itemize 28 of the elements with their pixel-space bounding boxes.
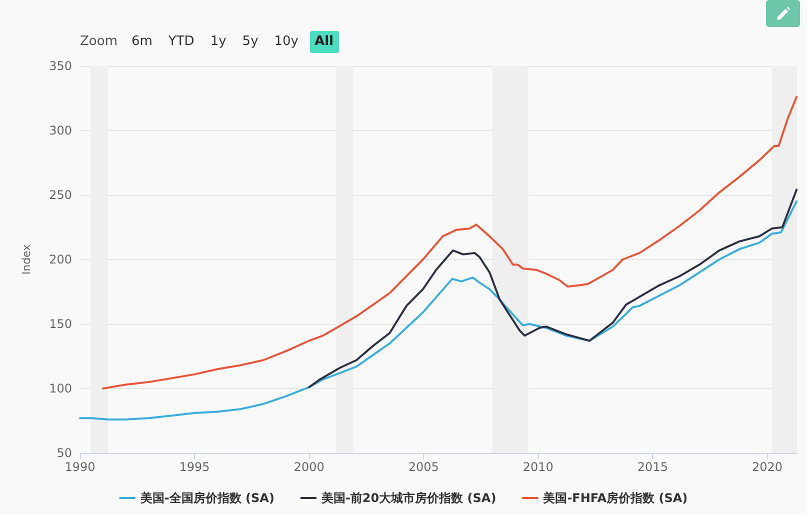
text: All	[310, 31, 338, 53]
text: 5y	[241, 33, 260, 51]
text: YTD	[167, 33, 196, 51]
y-tick-label: 50	[56, 446, 72, 460]
y-tick-label: 100	[49, 382, 72, 396]
text: 1y	[209, 33, 228, 51]
y-axis-title: Index	[20, 244, 33, 275]
legend-label: 美国-FHFA房价指数 (SA)	[542, 491, 688, 505]
x-tick-label: 1995	[179, 460, 210, 474]
x-tick-label: 2005	[408, 460, 439, 474]
legend-label: 美国-全国房价指数 (SA)	[139, 491, 274, 505]
y-tick-label: 350	[49, 59, 72, 73]
x-tick-label: 2000	[294, 460, 324, 474]
line-series	[102, 96, 798, 390]
line-series	[79, 200, 798, 420]
y-tick-label: 150	[49, 317, 72, 331]
x-tick-label: 2020	[752, 460, 782, 474]
line-series	[308, 188, 798, 388]
text: 10y	[273, 33, 300, 51]
legend-label: 美国-前20大城市房价指数 (SA)	[320, 491, 496, 505]
x-tick-label: 2010	[522, 460, 554, 474]
y-tick-label: 200	[49, 252, 72, 266]
x-tick-label: 2015	[637, 460, 668, 474]
y-tick-label: 300	[49, 124, 72, 138]
x-tick-label: 1990	[64, 460, 96, 474]
y-tick-label: 250	[49, 188, 72, 202]
text: Zoom	[80, 33, 118, 51]
text: 6m	[130, 33, 154, 51]
